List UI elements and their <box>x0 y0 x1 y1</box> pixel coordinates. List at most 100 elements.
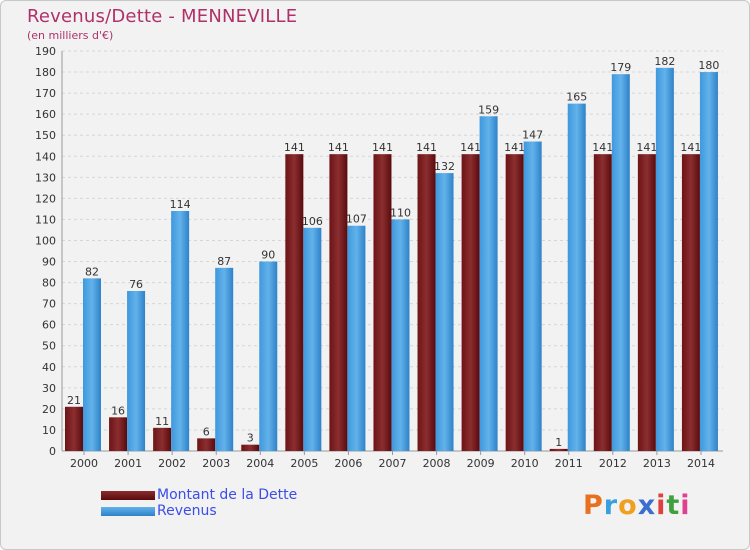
bar-revenue <box>435 173 454 451</box>
data-label-debt: 6 <box>203 425 210 438</box>
y-tick-label: 170 <box>35 87 56 100</box>
legend-swatch-revenue <box>101 507 155 516</box>
bar-debt <box>505 154 524 451</box>
legend-swatch-debt <box>101 491 155 500</box>
data-label-revenue: 106 <box>302 215 323 228</box>
bar-debt <box>593 154 612 451</box>
x-tick-label: 2001 <box>114 457 142 470</box>
bar-debt <box>197 438 216 451</box>
x-axis-ticks: 2000 2001 2002 2003 2004 2005 2006 2007 2008 2009… <box>70 451 715 470</box>
logo-letter: r <box>603 490 619 521</box>
x-tick-label: 2004 <box>246 457 274 470</box>
data-label-revenue: 159 <box>478 103 499 116</box>
data-label-revenue: 182 <box>654 55 675 68</box>
x-tick-label: 2007 <box>379 457 407 470</box>
data-label-revenue: 87 <box>217 255 231 268</box>
bar-revenue <box>611 74 630 451</box>
data-label-debt: 141 <box>460 141 481 154</box>
data-label-debt: 16 <box>111 404 125 417</box>
y-tick-label: 130 <box>35 171 56 184</box>
data-label-revenue: 180 <box>698 59 719 72</box>
y-tick-label: 180 <box>35 66 56 79</box>
proxiti-logo: Proxiti <box>583 490 691 521</box>
data-label-debt: 141 <box>372 141 393 154</box>
data-label-debt: 11 <box>155 415 169 428</box>
x-tick-label: 2013 <box>643 457 671 470</box>
x-tick-label: 2002 <box>158 457 186 470</box>
x-tick-label: 2000 <box>70 457 98 470</box>
x-tick-label: 2008 <box>423 457 451 470</box>
data-label-revenue: 165 <box>566 91 587 104</box>
y-tick-label: 50 <box>42 340 56 353</box>
y-tick-label: 140 <box>35 150 56 163</box>
bar-revenue <box>655 67 674 451</box>
x-tick-label: 2006 <box>334 457 362 470</box>
chart-title: Revenus/Dette - MENNEVILLE <box>27 6 298 27</box>
legend-label-revenue: Revenus <box>157 503 217 519</box>
logo-letter: i <box>656 490 667 521</box>
x-tick-label: 2009 <box>467 457 495 470</box>
bar-revenue <box>215 267 234 451</box>
bar-debt <box>109 417 128 451</box>
y-tick-label: 0 <box>49 445 56 458</box>
bar-revenue <box>347 225 366 451</box>
x-tick-label: 2011 <box>555 457 583 470</box>
legend-label-debt: Montant de la Dette <box>157 487 298 503</box>
data-label-debt: 3 <box>247 432 254 445</box>
data-label-debt: 21 <box>67 394 81 407</box>
bar-revenue <box>567 103 586 451</box>
bars-group: 21 82 16 76 11 114 6 87 3 90 141 106 141 107 141 110 141… <box>65 55 719 452</box>
y-tick-label: 190 <box>35 45 56 58</box>
data-label-revenue: 76 <box>129 278 143 291</box>
bar-debt <box>549 448 568 451</box>
y-tick-label: 60 <box>42 319 56 332</box>
bar-debt <box>329 154 348 451</box>
data-label-revenue: 179 <box>610 61 631 74</box>
data-label-revenue: 90 <box>261 249 275 262</box>
y-tick-label: 100 <box>35 234 56 247</box>
bar-revenue <box>391 219 410 451</box>
logo-letter: P <box>583 490 604 521</box>
bar-revenue <box>127 291 146 451</box>
bar-revenue <box>523 141 542 452</box>
y-axis-ticks: 0 10 20 30 40 50 60 70 80 90 100 110 120 130 140 150 160… <box>35 45 56 458</box>
data-label-debt: 141 <box>328 141 349 154</box>
data-label-debt: 141 <box>592 141 613 154</box>
data-label-revenue: 147 <box>522 129 543 142</box>
x-tick-label: 2014 <box>687 457 715 470</box>
data-label-debt: 141 <box>416 141 437 154</box>
data-label-debt: 1 <box>555 436 562 449</box>
x-tick-label: 2010 <box>511 457 539 470</box>
chart-subtitle: (en milliers d'€) <box>27 29 114 42</box>
y-tick-label: 80 <box>42 277 56 290</box>
bar-debt <box>241 444 260 451</box>
bar-debt <box>461 154 480 451</box>
bar-debt <box>637 154 656 451</box>
bar-debt <box>285 154 304 451</box>
logo-letter: x <box>637 490 657 521</box>
data-label-revenue: 114 <box>170 198 191 211</box>
y-tick-label: 70 <box>42 298 56 311</box>
y-tick-label: 30 <box>42 382 56 395</box>
y-tick-label: 120 <box>35 192 56 205</box>
bar-revenue <box>699 72 718 451</box>
y-tick-label: 90 <box>42 256 56 269</box>
y-tick-label: 20 <box>42 403 56 416</box>
logo-letter: o <box>618 490 638 521</box>
data-label-debt: 141 <box>504 141 525 154</box>
y-tick-label: 110 <box>35 213 56 226</box>
bar-revenue <box>259 261 278 451</box>
data-label-debt: 141 <box>636 141 657 154</box>
data-label-debt: 141 <box>284 141 305 154</box>
bar-debt <box>417 154 436 451</box>
data-label-revenue: 82 <box>85 265 99 278</box>
bar-revenue <box>479 116 498 452</box>
data-label-debt: 141 <box>680 141 701 154</box>
x-tick-label: 2005 <box>290 457 318 470</box>
x-tick-label: 2012 <box>599 457 627 470</box>
bar-debt <box>373 154 392 451</box>
bar-revenue <box>171 211 190 451</box>
logo-letter: i <box>680 490 691 521</box>
data-label-revenue: 132 <box>434 160 455 173</box>
